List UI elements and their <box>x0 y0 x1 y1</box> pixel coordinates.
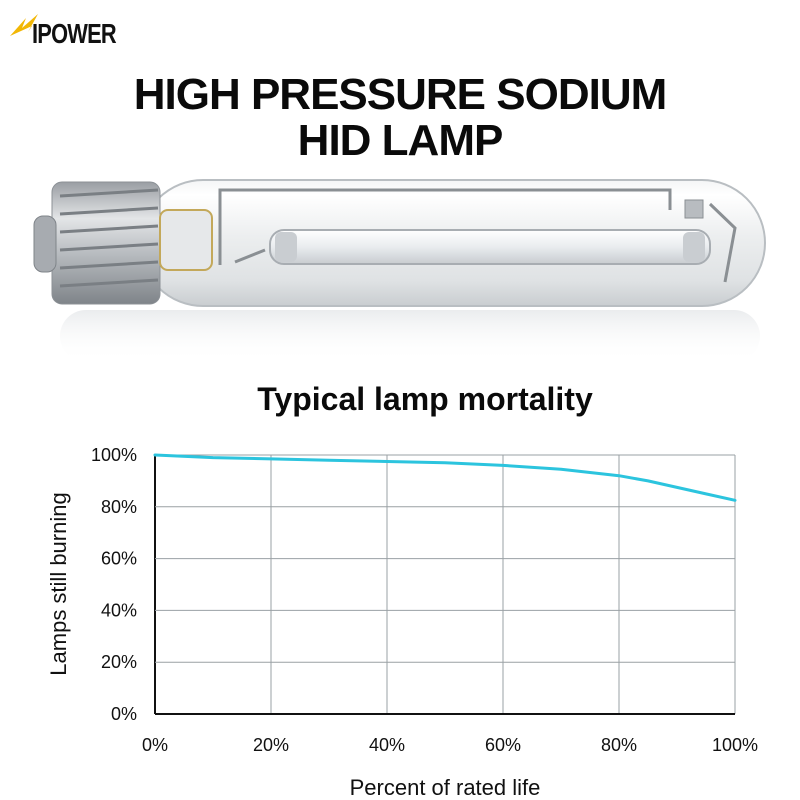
brand-name: IPOWER <box>32 18 117 49</box>
x-axis-label: Percent of rated life <box>350 775 541 800</box>
y-tick-label: 20% <box>101 652 137 672</box>
x-tick-label: 40% <box>369 735 405 755</box>
x-tick-label: 60% <box>485 735 521 755</box>
page-title-line2: HID LAMP <box>297 116 504 165</box>
y-axis-label: Lamps still burning <box>46 492 71 675</box>
chart-series <box>153 453 737 502</box>
chart-title: Typical lamp mortality <box>257 381 593 417</box>
series-line <box>153 453 737 502</box>
brand-logo: IPOWER <box>8 10 138 50</box>
page-title: HIGH PRESSURE SODIUM HID LAMP <box>0 72 800 164</box>
brand-lightning-icon <box>10 14 38 36</box>
lamp-reflection <box>60 310 760 362</box>
y-tick-label: 40% <box>101 600 137 620</box>
x-tick-label: 80% <box>601 735 637 755</box>
lamp-inner-frame <box>159 188 737 283</box>
chart-grid <box>154 454 736 715</box>
chart-ticks: 0% 20% 40% 60% 80% 100% 100% 80% 60% 40% 20% 0% <box>91 445 758 755</box>
lamp-screw-base <box>33 181 161 305</box>
x-tick-label: 20% <box>253 735 289 755</box>
y-tick-label: 60% <box>101 549 137 569</box>
y-tick-label: 0% <box>111 704 137 724</box>
lamp-illustration <box>33 179 766 362</box>
x-tick-label: 100% <box>712 735 758 755</box>
y-tick-label: 100% <box>91 445 137 465</box>
page-title-line1: HIGH PRESSURE SODIUM <box>133 70 668 119</box>
x-tick-label: 0% <box>142 735 168 755</box>
lamp-arc-tube <box>269 229 711 265</box>
y-tick-label: 80% <box>101 497 137 517</box>
